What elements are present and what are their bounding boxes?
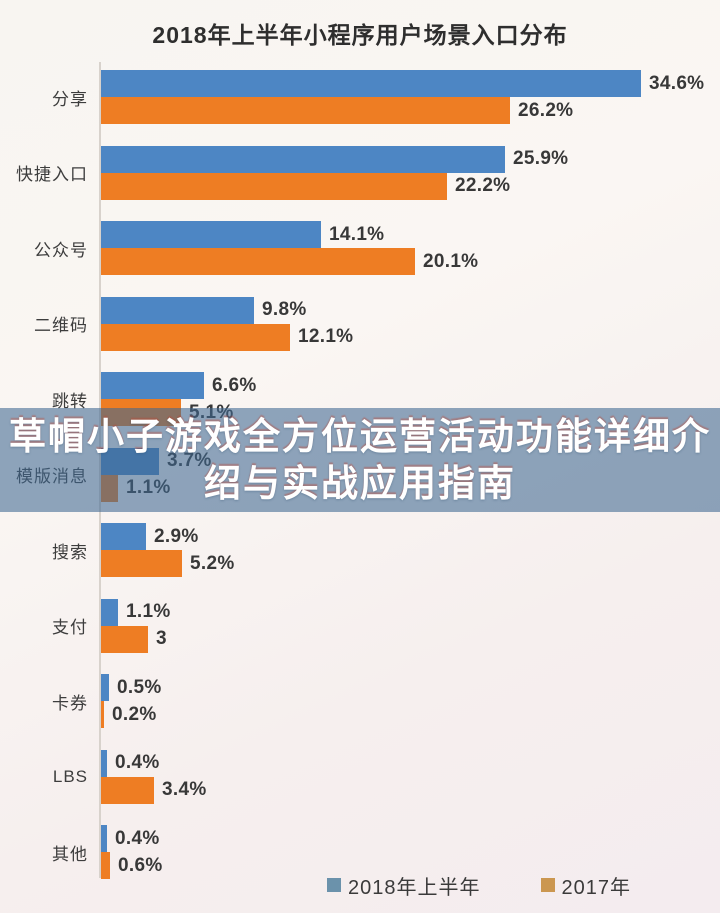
bar-2017 xyxy=(101,323,290,351)
category-label: 其他 xyxy=(52,844,88,864)
bar-2018h1 xyxy=(101,825,107,852)
bar-line: 3.4% xyxy=(101,776,720,804)
bar-pair: 1.1% 3 xyxy=(101,591,720,653)
bar-2017 xyxy=(101,248,415,275)
bar-line: 20.1% xyxy=(101,248,720,275)
bar-line: 5.2% xyxy=(101,550,720,577)
value-label-2018h1: 0.4% xyxy=(115,827,160,849)
category-label: 公众号 xyxy=(34,240,88,260)
bar-line: 3 xyxy=(101,625,720,653)
legend-label-2017: 2017年 xyxy=(561,876,631,899)
bar-2017 xyxy=(101,97,510,124)
legend-item-2017: 2017年 xyxy=(540,871,632,900)
bar-row: 快捷入口 25.9% 22.2% xyxy=(0,138,720,214)
bar-line: 26.2% xyxy=(101,97,720,124)
value-label-2017: 26.2% xyxy=(518,99,574,121)
category-label: 支付 xyxy=(52,618,88,637)
category-label: 卡券 xyxy=(52,693,88,713)
bar-row: 分享 34.6% 26.2% xyxy=(0,62,720,138)
bar-pair: 0.5% 0.2% xyxy=(101,666,720,728)
bar-row: 公众号 14.1% 20.1% xyxy=(0,213,720,289)
bar-row: 其他 0.4% 0.6% xyxy=(0,817,720,893)
bar-2018h1 xyxy=(101,145,505,173)
bar-2018h1 xyxy=(101,296,254,324)
bar-pair: 0.4% 3.4% xyxy=(101,742,720,804)
category-label: LBS xyxy=(52,766,88,786)
bar-2017 xyxy=(101,852,110,879)
bar-line: 22.2% xyxy=(101,172,720,200)
value-label-2018h1: 0.4% xyxy=(115,752,160,773)
bar-2017 xyxy=(101,550,182,577)
value-label-2017: 12.1% xyxy=(298,326,354,347)
value-label-2017: 22.2% xyxy=(455,175,511,196)
bar-rows: 分享 34.6% 26.2% 快捷入口 25.9% 22.2% 公众号 14.1% 20.1% 二… xyxy=(0,62,720,893)
bar-2018h1 xyxy=(101,221,321,248)
bar-line: 6.6% xyxy=(101,372,720,399)
bar-line: 12.1% xyxy=(101,323,720,351)
bar-row: LBS 0.4% 3.4% xyxy=(0,742,720,818)
bar-line: 0.4% xyxy=(101,749,720,777)
bar-pair: 0.4% 0.6% xyxy=(101,817,720,879)
bar-line: 2.9% xyxy=(101,523,720,550)
value-label-2018h1: 14.1% xyxy=(329,223,385,245)
bar-row: 二维码 9.8% 12.1% xyxy=(0,289,720,365)
category-label: 二维码 xyxy=(34,316,88,335)
value-label-2018h1: 9.8% xyxy=(262,299,307,320)
legend: 2018年上半年 2017年 xyxy=(0,874,720,899)
bar-2017 xyxy=(101,701,104,728)
legend-swatch-2018h1 xyxy=(327,878,341,892)
value-label-2018h1: 0.5% xyxy=(117,676,162,698)
category-label: 跳转 xyxy=(52,391,88,411)
legend-swatch-2017 xyxy=(540,878,555,892)
bar-line: 25.9% xyxy=(101,145,720,173)
overlay-title-line-2: 绍与实战应用指南 xyxy=(204,463,516,504)
bar-line: 1.1% xyxy=(101,598,720,626)
value-label-2017: 3 xyxy=(156,628,167,649)
overlay-banner: 草帽小子游戏全方位运营活动功能详细介 绍与实战应用指南 xyxy=(0,408,720,512)
bar-row: 支付 1.1% 3 xyxy=(0,591,720,667)
bar-line: 0.6% xyxy=(101,852,720,879)
bar-pair: 34.6% 26.2% xyxy=(101,62,720,124)
legend-item-2018h1: 2018年上半年 xyxy=(327,871,481,900)
value-label-2018h1: 6.6% xyxy=(212,374,257,396)
bar-2018h1 xyxy=(101,674,109,701)
bar-pair: 2.9% 5.2% xyxy=(101,515,720,577)
bar-2018h1 xyxy=(101,70,641,97)
bar-2017 xyxy=(101,172,447,200)
bar-row: 卡券 0.5% 0.2% xyxy=(0,666,720,742)
bar-line: 0.5% xyxy=(101,674,720,701)
value-label-2018h1: 34.6% xyxy=(649,72,705,94)
bar-2018h1 xyxy=(101,749,107,777)
legend-label-2018h1: 2018年上半年 xyxy=(348,876,481,899)
value-label-2018h1: 25.9% xyxy=(513,148,569,169)
bar-2018h1 xyxy=(101,372,204,399)
bar-2017 xyxy=(101,776,154,804)
bar-line: 0.2% xyxy=(101,701,720,728)
bar-line: 34.6% xyxy=(101,70,720,97)
value-label-2017: 20.1% xyxy=(423,250,479,272)
value-label-2017: 0.6% xyxy=(118,854,163,876)
category-label: 搜索 xyxy=(52,542,88,562)
category-label: 分享 xyxy=(52,89,88,109)
bar-pair: 25.9% 22.2% xyxy=(101,138,720,200)
overlay-title-line-1: 草帽小子游戏全方位运营活动功能详细介 xyxy=(9,416,711,457)
chart-title: 2018年上半年小程序用户场景入口分布 xyxy=(152,22,568,48)
value-label-2017: 0.2% xyxy=(112,703,157,725)
value-label-2017: 3.4% xyxy=(162,779,207,800)
bar-line: 9.8% xyxy=(101,296,720,324)
value-label-2018h1: 1.1% xyxy=(126,601,171,622)
bar-pair: 14.1% 20.1% xyxy=(101,213,720,275)
bar-line: 14.1% xyxy=(101,221,720,248)
bar-pair: 9.8% 12.1% xyxy=(101,289,720,351)
category-label: 快捷入口 xyxy=(16,165,88,184)
value-label-2017: 5.2% xyxy=(190,552,235,574)
bar-2018h1 xyxy=(101,598,118,626)
bar-2018h1 xyxy=(101,523,146,550)
bar-row: 搜索 2.9% 5.2% xyxy=(0,515,720,591)
bar-2017 xyxy=(101,625,148,653)
bar-line: 0.4% xyxy=(101,825,720,852)
value-label-2018h1: 2.9% xyxy=(154,525,199,547)
